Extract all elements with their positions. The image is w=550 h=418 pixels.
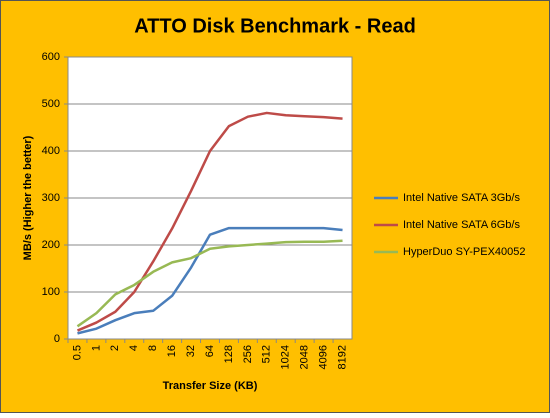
x-tick-label: 0.5 [71,345,83,360]
y-tick-label: 400 [42,145,60,157]
x-axis-title: Transfer Size (KB) [163,380,258,392]
y-tick-label: 300 [42,192,60,204]
y-tick-label: 0 [54,333,60,345]
series-line [76,239,343,328]
y-tick-label: 100 [42,286,60,298]
x-tick-label: 4096 [318,345,330,369]
legend-label: HyperDuo SY-PEX40052 [403,246,526,258]
x-tick-label: 2048 [299,345,311,369]
x-tick-label: 8 [147,345,159,351]
x-tick-label: 8192 [336,345,348,369]
chart-title: ATTO Disk Benchmark - Read [134,15,416,37]
series-line [76,111,343,332]
x-tick-label: 1 [90,345,102,351]
y-axis-title: MB/s (Higher the better) [22,135,34,260]
x-tick-label: 128 [223,345,235,363]
x-tick-label: 256 [242,345,254,363]
x-tick-label: 1024 [280,345,292,369]
x-tick-label: 512 [261,345,273,363]
x-tick-label: 2 [109,345,121,351]
y-tick-label: 500 [42,98,60,110]
y-tick-label: 600 [42,51,60,63]
legend-label: Intel Native SATA 6Gb/s [403,219,520,231]
x-tick-label: 32 [185,345,197,357]
legend-label: Intel Native SATA 3Gb/s [403,192,520,204]
x-tick-label: 64 [204,345,216,357]
x-tick-label: 4 [128,345,140,351]
series-line [77,226,343,335]
x-tick-label: 16 [166,345,178,357]
y-tick-label: 200 [42,239,60,251]
